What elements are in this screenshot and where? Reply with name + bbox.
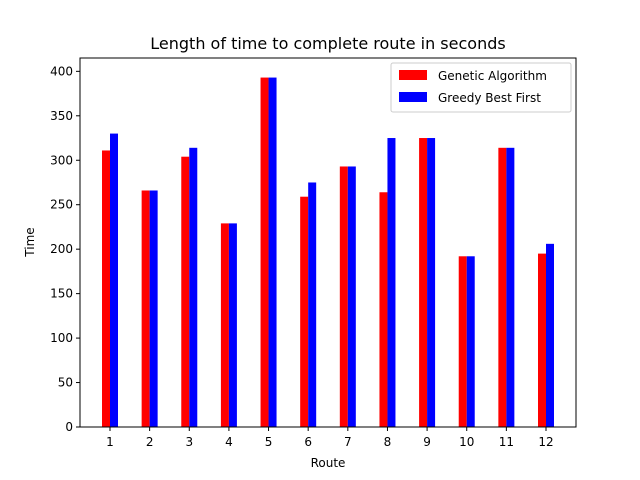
y-tick-label-350: 350 [50,109,73,123]
bar-greedy-best-first-route-1 [110,133,118,427]
y-tick-label-250: 250 [50,198,73,212]
y-tick-label-100: 100 [50,331,73,345]
x-tick-label-10: 10 [459,435,474,449]
bar-genetic-algorithm-route-11 [498,147,507,428]
legend-label-greedy-best-first: Greedy Best First [438,91,541,105]
legend-box [390,62,572,113]
bar-greedy-best-first-route-10 [466,256,475,427]
bar-genetic-algorithm-route-9 [419,138,428,427]
bar-genetic-algorithm-route-10 [458,256,467,427]
y-tick-label-200: 200 [50,242,73,256]
bar-genetic-algorithm-route-5 [260,77,269,427]
x-tick-label-6: 6 [304,435,312,449]
bar-greedy-best-first-route-3 [189,147,198,428]
bars-layer [102,77,554,428]
y-tick-label-300: 300 [50,153,73,167]
y-tick-label-50: 50 [58,376,73,390]
legend: Genetic Algorithm Greedy Best First [390,62,572,113]
x-tick-label-8: 8 [384,435,392,449]
legend-swatch-greedy-best-first [399,92,427,102]
legend-label-genetic-algorithm: Genetic Algorithm [438,69,547,83]
bar-genetic-algorithm-route-4 [220,223,229,427]
bar-greedy-best-first-route-11 [506,147,515,428]
bar-genetic-algorithm-route-6 [300,196,309,427]
x-tick-label-3: 3 [185,435,193,449]
x-tick-label-9: 9 [423,435,431,449]
x-tick-label-4: 4 [225,435,233,449]
y-tick-label-0: 0 [65,420,73,434]
x-tick-label-11: 11 [499,435,514,449]
bar-greedy-best-first-route-7 [347,166,356,427]
bar-genetic-algorithm-route-3 [181,156,190,427]
legend-swatch-genetic-algorithm [399,70,427,80]
bar-greedy-best-first-route-4 [228,223,237,427]
bar-greedy-best-first-route-9 [427,138,436,427]
x-tick-label-7: 7 [344,435,352,449]
bar-greedy-best-first-route-6 [308,182,317,427]
bar-greedy-best-first-route-8 [387,138,396,427]
bar-greedy-best-first-route-5 [268,77,277,427]
y-tick-label-400: 400 [50,64,73,78]
bar-greedy-best-first-route-12 [546,243,554,427]
bar-genetic-algorithm-route-12 [538,253,546,427]
chart-title: Length of time to complete route in seco… [150,34,505,53]
plot-frame [79,57,577,428]
x-axis-label: Route [311,456,346,470]
x-tick-label-5: 5 [265,435,273,449]
x-tick-label-12: 12 [538,435,553,449]
bar-genetic-algorithm-route-7 [339,166,348,427]
bar-greedy-best-first-route-2 [149,190,158,427]
bar-genetic-algorithm-route-2 [141,190,150,427]
x-tick-label-1: 1 [106,435,114,449]
x-tick-label-2: 2 [146,435,154,449]
y-axis-label: Time [23,227,37,257]
bar-genetic-algorithm-route-1 [102,150,110,427]
bar-genetic-algorithm-route-8 [379,192,388,427]
y-tick-label-150: 150 [50,287,73,301]
